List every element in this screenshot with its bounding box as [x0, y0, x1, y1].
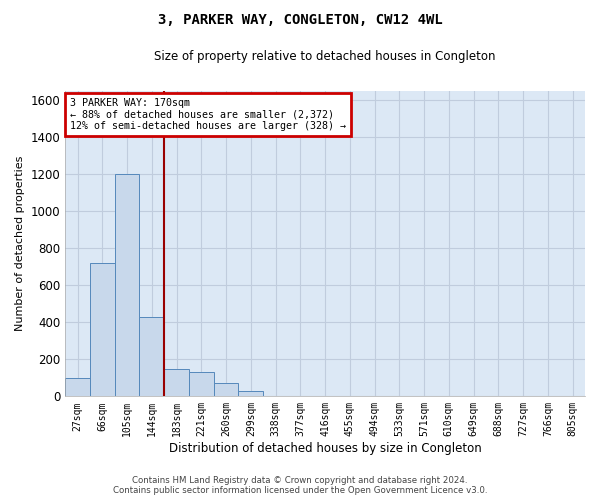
X-axis label: Distribution of detached houses by size in Congleton: Distribution of detached houses by size …	[169, 442, 481, 455]
Bar	[238, 391, 263, 396]
Bar	[214, 384, 238, 396]
Bar	[115, 174, 139, 396]
Text: Contains HM Land Registry data © Crown copyright and database right 2024.
Contai: Contains HM Land Registry data © Crown c…	[113, 476, 487, 495]
Bar	[139, 316, 164, 396]
Y-axis label: Number of detached properties: Number of detached properties	[15, 156, 25, 331]
Text: 3, PARKER WAY, CONGLETON, CW12 4WL: 3, PARKER WAY, CONGLETON, CW12 4WL	[158, 12, 442, 26]
Bar	[90, 263, 115, 396]
Bar	[65, 378, 90, 396]
Bar	[189, 372, 214, 396]
Title: Size of property relative to detached houses in Congleton: Size of property relative to detached ho…	[154, 50, 496, 63]
Bar	[164, 368, 189, 396]
Text: 3 PARKER WAY: 170sqm
← 88% of detached houses are smaller (2,372)
12% of semi-de: 3 PARKER WAY: 170sqm ← 88% of detached h…	[70, 98, 346, 132]
